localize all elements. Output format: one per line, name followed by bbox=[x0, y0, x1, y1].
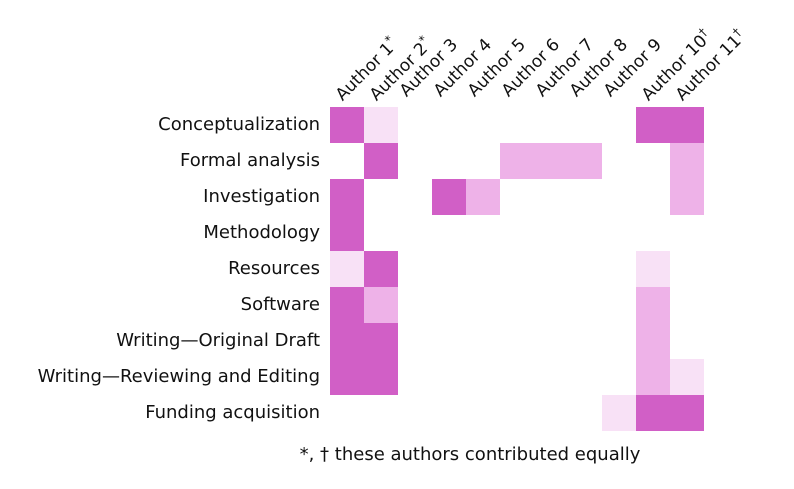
heatmap-cell bbox=[432, 179, 466, 215]
row-label: Investigation bbox=[203, 186, 320, 207]
heatmap-cell bbox=[330, 323, 364, 359]
heatmap-cell bbox=[330, 287, 364, 323]
heatmap-cell bbox=[636, 323, 670, 359]
heatmap-cell bbox=[364, 323, 398, 359]
heatmap-cell bbox=[330, 359, 364, 395]
heatmap-cell bbox=[466, 179, 500, 215]
heatmap-cell bbox=[670, 143, 704, 179]
heatmap-cell bbox=[364, 251, 398, 287]
heatmap-cell bbox=[670, 359, 704, 395]
heatmap-cell bbox=[364, 287, 398, 323]
heatmap-cell bbox=[602, 395, 636, 431]
equal-contribution-marker: * bbox=[381, 32, 397, 47]
heatmap-cell bbox=[330, 107, 364, 143]
heatmap-cell bbox=[364, 143, 398, 179]
footnote: *, † these authors contributed equally bbox=[299, 444, 641, 465]
heatmap-cell bbox=[534, 143, 568, 179]
row-label: Software bbox=[240, 294, 320, 315]
heatmap-cell bbox=[670, 179, 704, 215]
equal-contribution-marker: † bbox=[729, 25, 744, 40]
row-label: Writing—Reviewing and Editing bbox=[37, 366, 320, 387]
heatmap-cell bbox=[330, 251, 364, 287]
row-label: Conceptualization bbox=[158, 114, 320, 135]
row-label: Writing—Original Draft bbox=[116, 330, 320, 351]
heatmap-cell bbox=[568, 143, 602, 179]
row-label: Funding acquisition bbox=[145, 402, 320, 423]
row-label: Methodology bbox=[203, 222, 320, 243]
heatmap-cell bbox=[364, 359, 398, 395]
heatmap-cell bbox=[636, 287, 670, 323]
heatmap-cell bbox=[500, 143, 534, 179]
row-label: Resources bbox=[228, 258, 320, 279]
heatmap-cell bbox=[330, 179, 364, 215]
row-label: Formal analysis bbox=[180, 150, 320, 171]
equal-contribution-marker: † bbox=[695, 25, 710, 40]
heatmap-cell bbox=[636, 251, 670, 287]
heatmap-cell bbox=[670, 107, 704, 143]
heatmap-cell bbox=[636, 395, 670, 431]
heatmap-cell bbox=[670, 395, 704, 431]
heatmap-cell bbox=[364, 107, 398, 143]
equal-contribution-marker: * bbox=[415, 32, 431, 47]
heatmap-cell bbox=[330, 215, 364, 251]
heatmap-cell bbox=[636, 359, 670, 395]
heatmap-cell bbox=[636, 107, 670, 143]
